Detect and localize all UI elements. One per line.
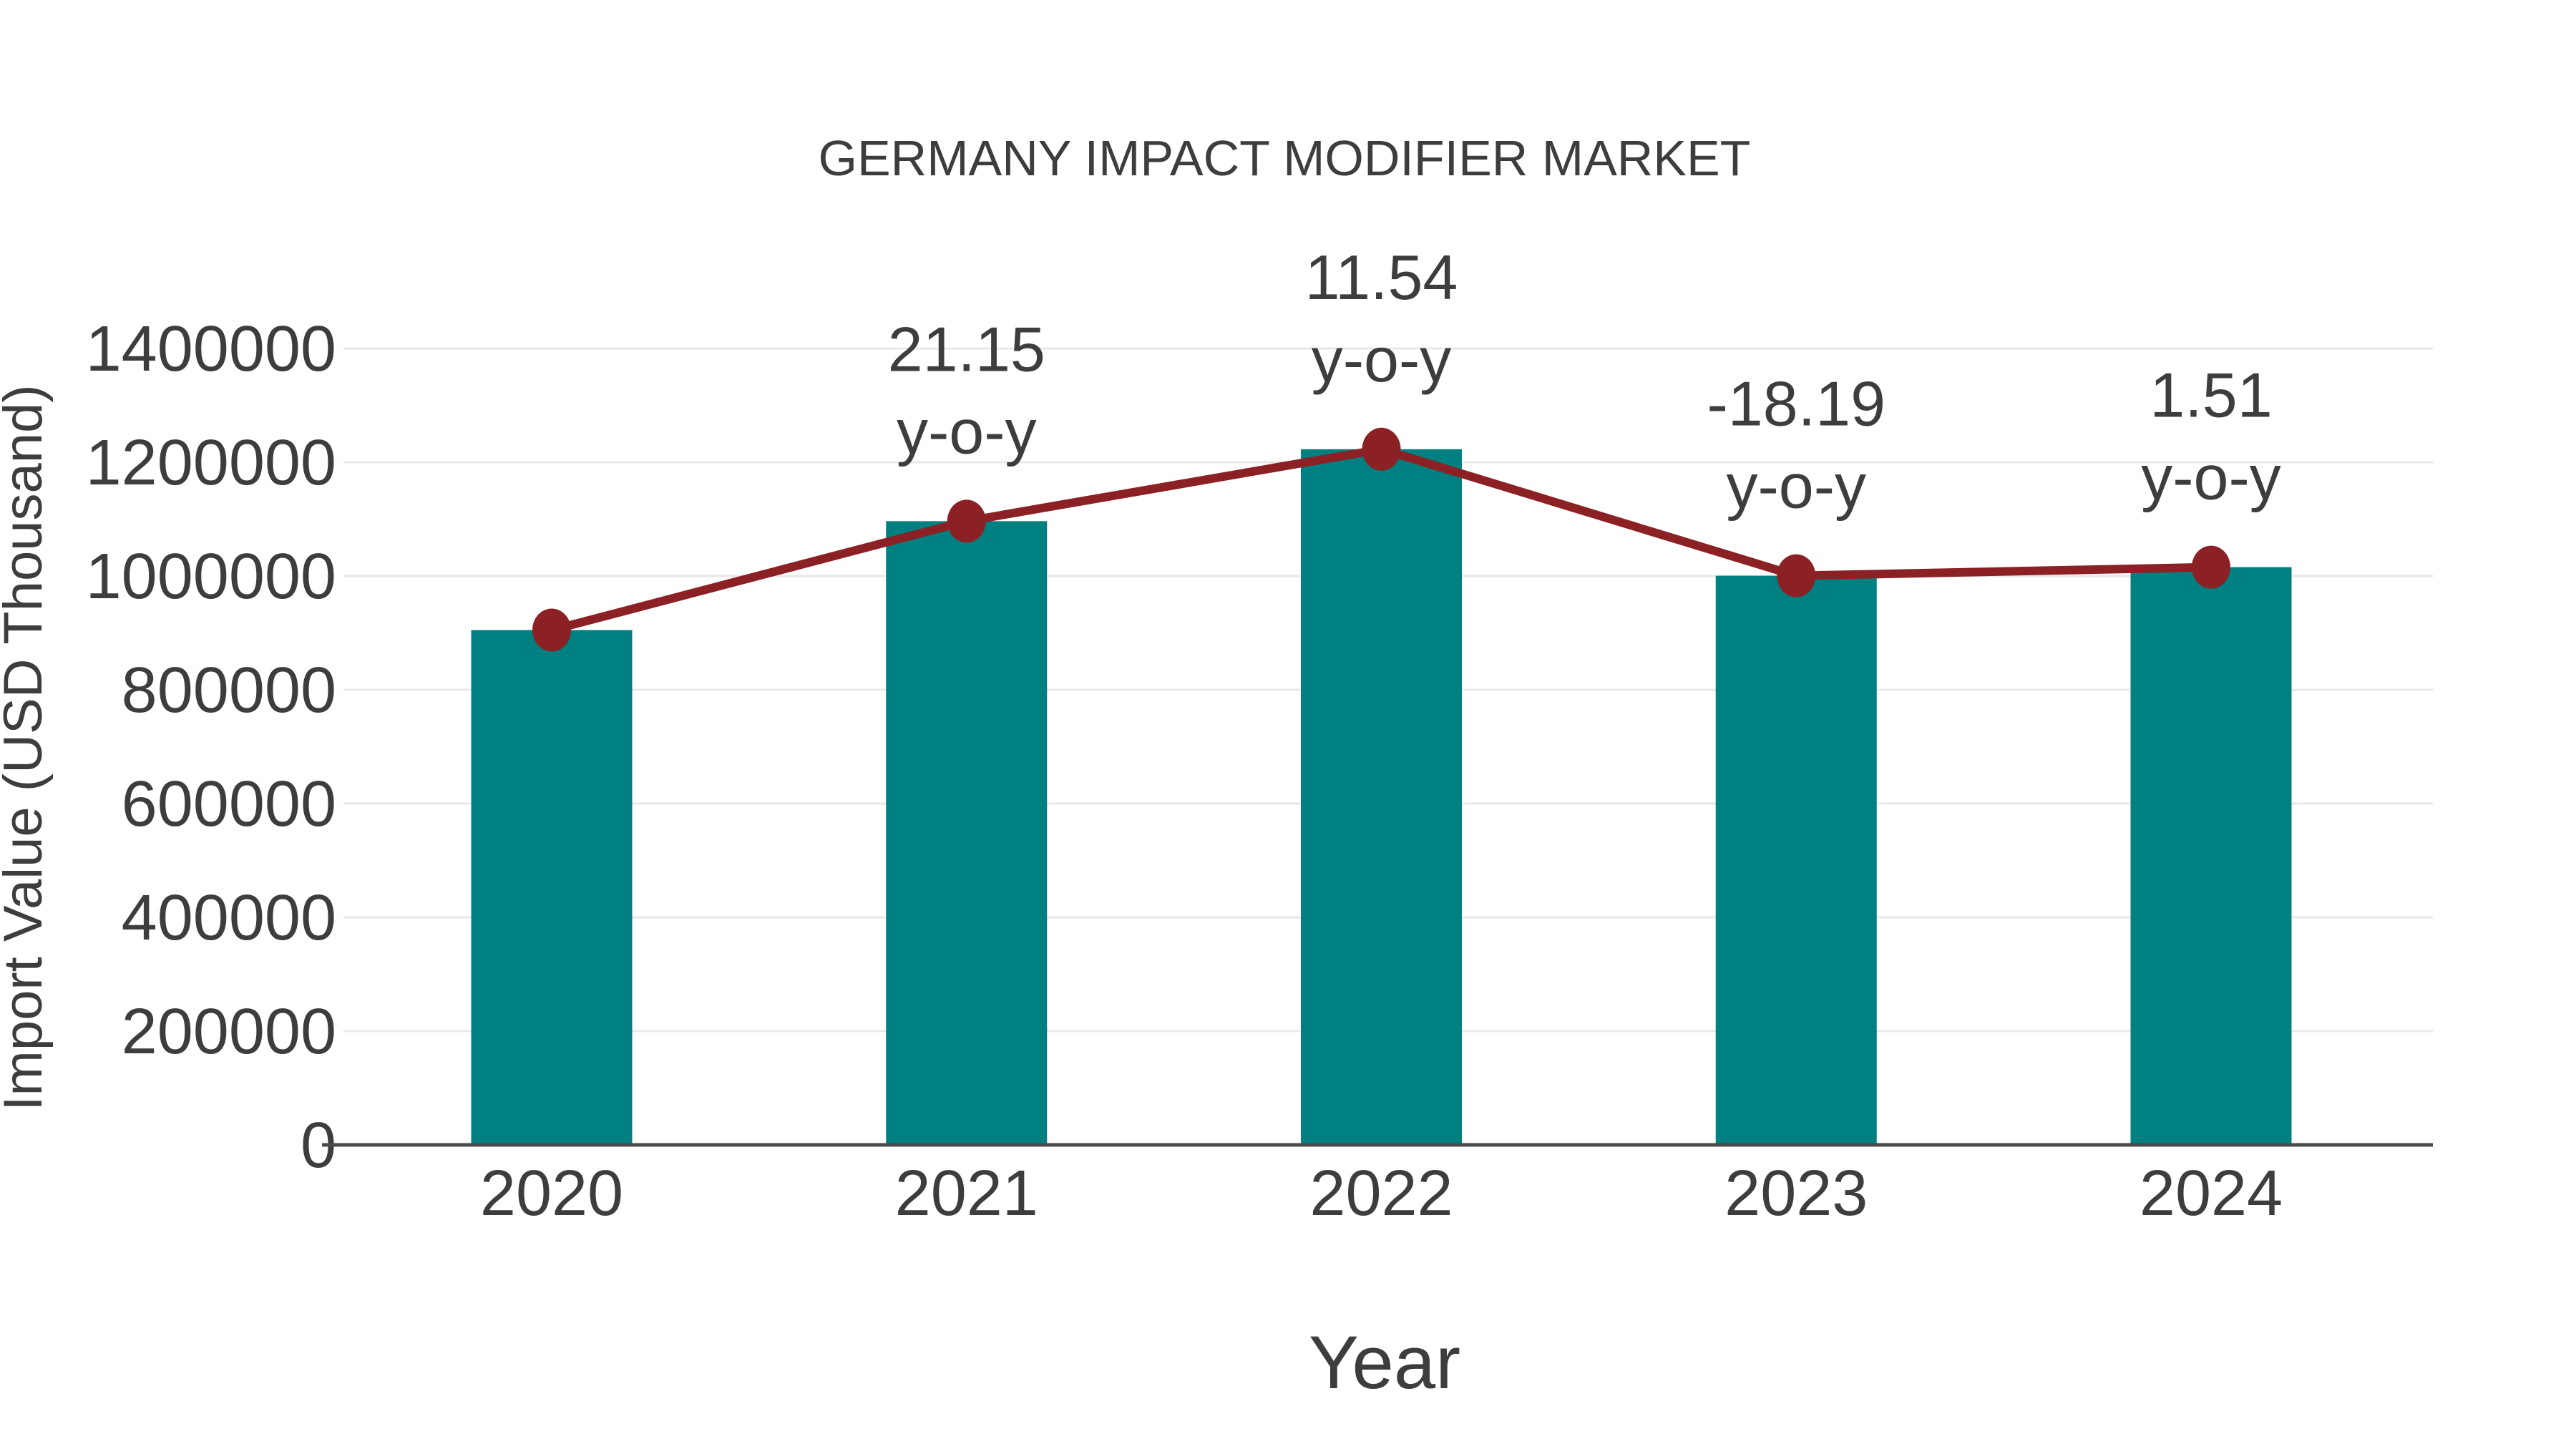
x-tick-label-2022: 2022 xyxy=(1309,1158,1453,1229)
trend-line-markers xyxy=(532,427,2230,652)
marker-2021 xyxy=(947,499,986,543)
y-tick-label-600000: 600000 xyxy=(122,769,336,840)
y-tick-label-1000000: 1000000 xyxy=(86,541,336,613)
y-tick-label-1400000: 1400000 xyxy=(86,313,336,385)
y-tick-label-400000: 400000 xyxy=(122,882,336,954)
annotation-2021-value: 21.15 xyxy=(888,313,1045,384)
marker-2023 xyxy=(1777,554,1816,597)
x-tick-label-2024: 2024 xyxy=(2140,1158,2283,1229)
annotation-2024-label: y-o-y xyxy=(2141,442,2281,513)
annotation-2024-value: 1.51 xyxy=(2150,360,2272,431)
yoy-annotations: 21.15 y-o-y 11.54 y-o-y -18.19 y-o-y 1.51 y-o-y xyxy=(888,242,2281,522)
bar-series xyxy=(471,449,2292,1145)
x-tick-label-2023: 2023 xyxy=(1724,1158,1868,1229)
y-tick-label-800000: 800000 xyxy=(122,655,336,726)
bar-2023 xyxy=(1715,575,1877,1145)
y-axis-tick-labels: 0200000400000600000800000100000012000001… xyxy=(86,313,336,1181)
x-tick-label-2020: 2020 xyxy=(480,1158,623,1229)
marker-2022 xyxy=(1362,427,1401,471)
bar-2020 xyxy=(471,630,633,1145)
x-tick-label-2021: 2021 xyxy=(895,1158,1038,1229)
bar-2021 xyxy=(886,521,1048,1145)
annotation-2023-label: y-o-y xyxy=(1726,451,1866,522)
marker-2024 xyxy=(2192,545,2230,589)
annotation-2022-label: y-o-y xyxy=(1312,324,1452,395)
marker-2020 xyxy=(532,608,571,652)
bar-2024 xyxy=(2130,567,2292,1145)
annotation-2022-value: 11.54 xyxy=(1305,242,1458,313)
chart-title: GERMANY IMPACT MODIFIER MARKET xyxy=(819,130,1751,186)
annotation-2021-label: y-o-y xyxy=(897,396,1037,467)
x-axis-tick-labels: 2020 2021 2022 2023 2024 xyxy=(480,1158,2283,1229)
x-axis-title: Year xyxy=(1309,1321,1460,1405)
y-axis-title: Import Value (USD Thousand) xyxy=(0,384,54,1111)
y-tick-label-1200000: 1200000 xyxy=(86,427,336,499)
bar-2022 xyxy=(1301,449,1462,1145)
y-tick-label-200000: 200000 xyxy=(122,996,336,1068)
annotation-2023-value: -18.19 xyxy=(1707,369,1885,439)
